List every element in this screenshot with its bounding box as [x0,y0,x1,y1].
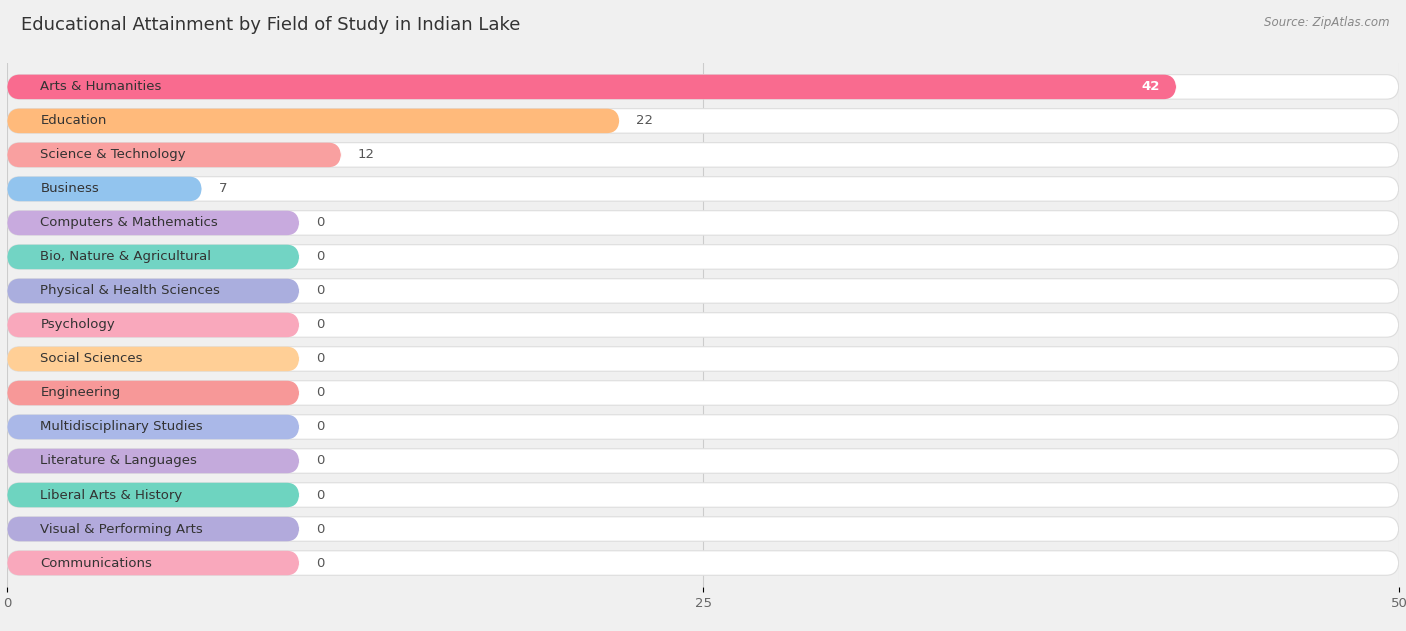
Text: Communications: Communications [41,557,152,570]
Text: 0: 0 [316,454,325,468]
FancyBboxPatch shape [7,313,299,337]
Text: 0: 0 [316,216,325,230]
FancyBboxPatch shape [7,279,299,304]
FancyBboxPatch shape [7,109,620,133]
Text: 0: 0 [316,557,325,570]
FancyBboxPatch shape [7,313,1399,337]
Text: Visual & Performing Arts: Visual & Performing Arts [41,522,204,536]
FancyBboxPatch shape [7,177,202,201]
Text: 22: 22 [636,114,654,127]
Text: 0: 0 [316,285,325,297]
FancyBboxPatch shape [7,143,342,167]
FancyBboxPatch shape [7,415,1399,439]
Text: 0: 0 [316,522,325,536]
FancyBboxPatch shape [7,380,1399,405]
FancyBboxPatch shape [7,380,299,405]
FancyBboxPatch shape [7,109,1399,133]
FancyBboxPatch shape [7,551,299,575]
FancyBboxPatch shape [7,74,1177,99]
Text: Psychology: Psychology [41,319,115,331]
FancyBboxPatch shape [7,346,1399,371]
Text: Bio, Nature & Agricultural: Bio, Nature & Agricultural [41,251,211,264]
FancyBboxPatch shape [7,211,1399,235]
FancyBboxPatch shape [7,346,299,371]
Text: Literature & Languages: Literature & Languages [41,454,197,468]
FancyBboxPatch shape [7,449,299,473]
Text: 0: 0 [316,420,325,433]
Text: Science & Technology: Science & Technology [41,148,186,162]
FancyBboxPatch shape [7,279,1399,304]
FancyBboxPatch shape [7,245,1399,269]
Text: Liberal Arts & History: Liberal Arts & History [41,488,183,502]
FancyBboxPatch shape [7,177,1399,201]
Text: 12: 12 [357,148,375,162]
FancyBboxPatch shape [7,483,1399,507]
Text: 7: 7 [218,182,228,196]
FancyBboxPatch shape [7,415,299,439]
Text: Social Sciences: Social Sciences [41,353,143,365]
FancyBboxPatch shape [7,449,1399,473]
Text: 0: 0 [316,251,325,264]
FancyBboxPatch shape [7,211,299,235]
FancyBboxPatch shape [7,143,1399,167]
FancyBboxPatch shape [7,517,299,541]
FancyBboxPatch shape [7,483,299,507]
Text: 0: 0 [316,488,325,502]
Text: Engineering: Engineering [41,386,121,399]
Text: Computers & Mathematics: Computers & Mathematics [41,216,218,230]
Text: 0: 0 [316,353,325,365]
Text: Source: ZipAtlas.com: Source: ZipAtlas.com [1264,16,1389,29]
Text: 42: 42 [1142,80,1160,93]
FancyBboxPatch shape [7,517,1399,541]
FancyBboxPatch shape [7,245,299,269]
Text: 0: 0 [316,319,325,331]
Text: Business: Business [41,182,100,196]
Text: Multidisciplinary Studies: Multidisciplinary Studies [41,420,202,433]
Text: Physical & Health Sciences: Physical & Health Sciences [41,285,221,297]
FancyBboxPatch shape [7,74,1399,99]
Text: 0: 0 [316,386,325,399]
Text: Education: Education [41,114,107,127]
Text: Educational Attainment by Field of Study in Indian Lake: Educational Attainment by Field of Study… [21,16,520,34]
FancyBboxPatch shape [7,551,1399,575]
Text: Arts & Humanities: Arts & Humanities [41,80,162,93]
